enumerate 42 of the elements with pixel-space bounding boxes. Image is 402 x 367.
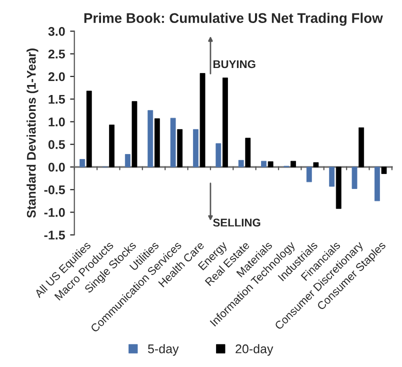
y-tick-label: 1.0 xyxy=(48,118,65,126)
bar xyxy=(358,127,364,168)
bar xyxy=(381,166,387,174)
bar xyxy=(86,90,92,168)
y-tick-label: 2.5 xyxy=(48,50,65,58)
bar xyxy=(80,159,86,168)
bar xyxy=(200,73,206,168)
bar xyxy=(132,101,138,168)
bar xyxy=(261,160,266,168)
bar xyxy=(216,143,222,168)
bar xyxy=(177,129,183,168)
bar xyxy=(124,154,130,168)
y-tick-label: 2.0 xyxy=(48,72,65,82)
chart-title: Prime Book: Cumulative US Net Trading Flow xyxy=(84,12,383,26)
bar xyxy=(193,129,198,168)
bar xyxy=(222,78,228,168)
annotation: BUYING xyxy=(213,60,256,68)
y-tick-label: 1.5 xyxy=(48,95,65,104)
y-tick-label: 0.0 xyxy=(48,162,65,172)
bar xyxy=(238,160,244,168)
bar xyxy=(374,166,380,202)
bar xyxy=(268,161,274,168)
y-tick-label: 3.0 xyxy=(48,26,65,36)
bar xyxy=(154,118,160,168)
bar xyxy=(290,160,296,168)
bar xyxy=(109,124,115,168)
y-tick-label: -1.0 xyxy=(44,208,65,217)
y-tick-label: -0.5 xyxy=(44,185,65,194)
bar xyxy=(336,166,342,209)
y-tick-label: -1.5 xyxy=(44,230,65,240)
legend-label: 5-day xyxy=(148,344,179,356)
y-axis-title: Standard Deviations (1-Year) xyxy=(26,48,38,218)
annotation: SELLING xyxy=(213,218,260,227)
bar xyxy=(148,110,154,168)
y-tick-label: 0.5 xyxy=(48,140,65,150)
bar xyxy=(306,166,312,182)
bar xyxy=(329,166,335,187)
bar xyxy=(313,162,319,168)
bar xyxy=(170,118,176,168)
legend-label: 20-day xyxy=(236,344,274,356)
bar xyxy=(352,166,358,189)
bar xyxy=(245,138,251,168)
